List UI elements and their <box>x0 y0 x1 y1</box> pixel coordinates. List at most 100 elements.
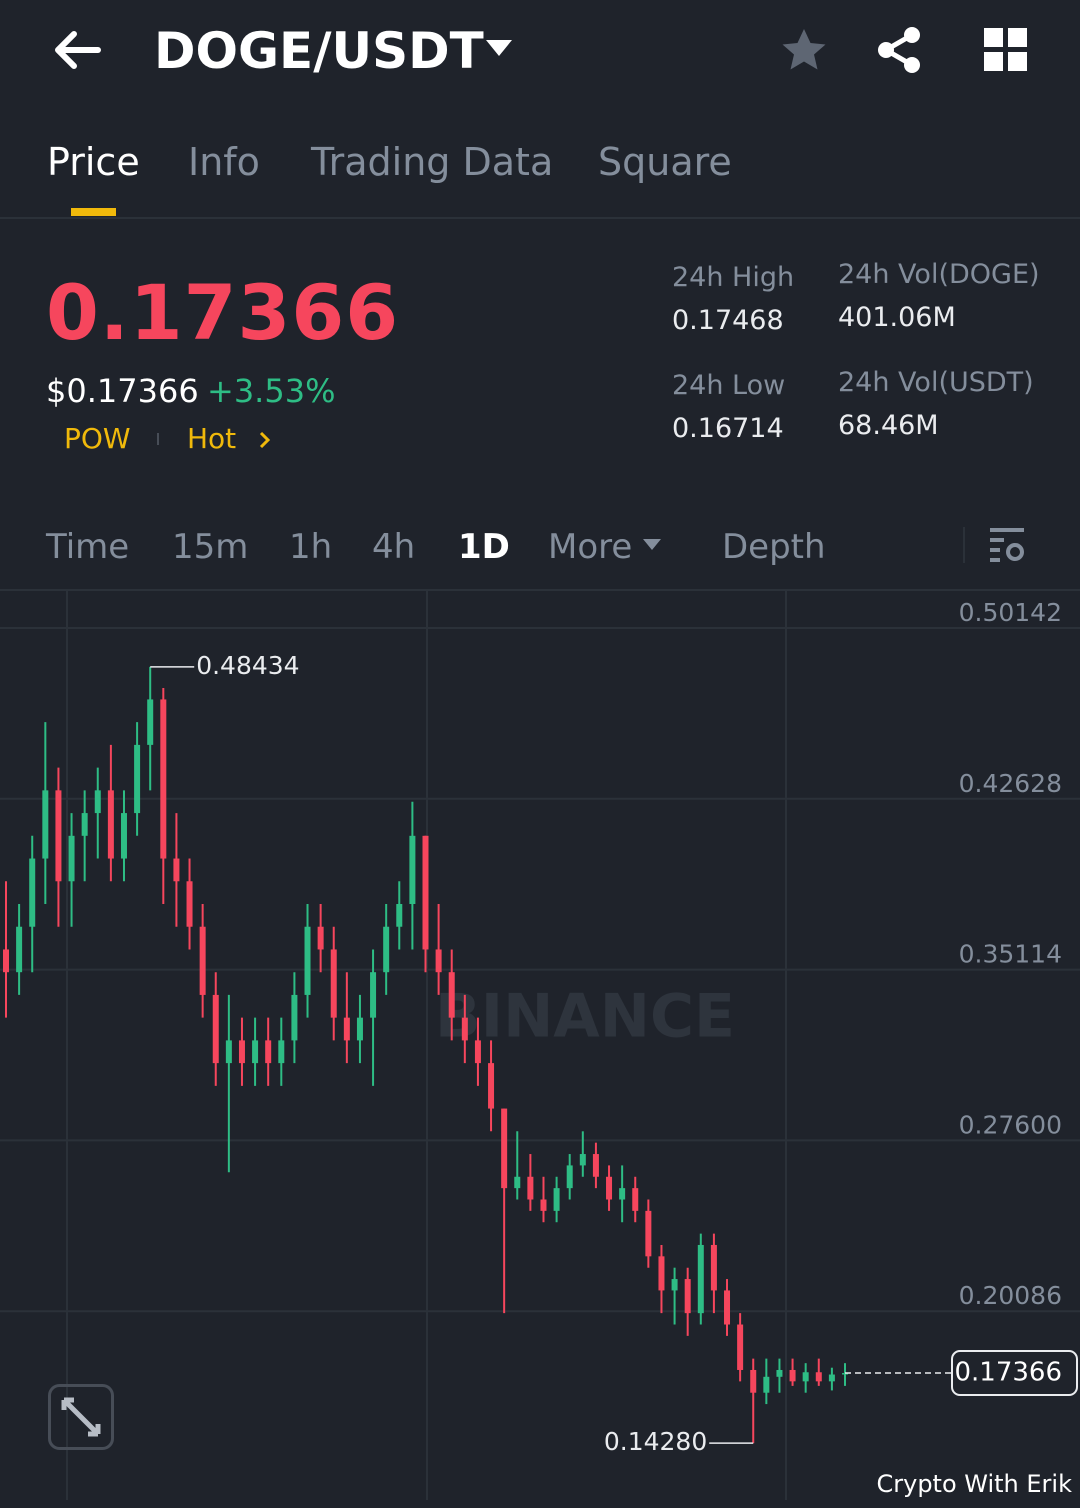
interval[interactable]: 1D <box>458 527 510 567</box>
candle-body <box>435 949 442 973</box>
candle-body <box>763 1376 770 1393</box>
candle-body <box>697 1244 704 1314</box>
tab[interactable]: Trading Data <box>311 140 554 184</box>
candle-body <box>186 881 193 927</box>
candle-body <box>724 1290 731 1325</box>
candle-body <box>212 994 219 1064</box>
candle-body <box>356 1017 363 1041</box>
stat-value: 0.17468 <box>672 305 784 336</box>
candle-body <box>147 699 154 745</box>
candle-body <box>278 1040 285 1064</box>
interval[interactable]: 4h <box>372 527 416 567</box>
interval[interactable]: 1h <box>289 527 333 567</box>
interval[interactable]: Time <box>46 527 130 567</box>
fullscreen-button[interactable] <box>48 1384 114 1450</box>
back-button[interactable] <box>50 28 102 72</box>
divider <box>0 589 1080 591</box>
divider <box>963 527 965 563</box>
pair-dropdown[interactable] <box>484 38 514 58</box>
candle-body <box>776 1369 783 1377</box>
candle-body <box>330 949 337 1018</box>
tab[interactable]: Square <box>598 140 732 184</box>
annotation-label: 0.14280 <box>604 1427 707 1456</box>
share-button[interactable] <box>876 26 924 74</box>
candle-body <box>120 813 127 859</box>
candle-body <box>199 926 206 995</box>
tab[interactable]: Price <box>47 140 140 184</box>
candle-body <box>619 1188 626 1200</box>
stat-value: 68.46M <box>838 410 939 441</box>
interval[interactable]: More <box>548 527 633 567</box>
candle-body <box>540 1199 547 1211</box>
candle-body <box>842 1373 848 1375</box>
watermark: BINANCE <box>435 982 735 1052</box>
divider <box>0 217 1080 219</box>
candle-body <box>68 835 75 882</box>
candle-body <box>383 926 390 973</box>
candle-body <box>671 1279 678 1291</box>
candle-body <box>488 1063 495 1109</box>
last-price: 0.17366 <box>46 268 400 357</box>
candle-body <box>658 1256 665 1291</box>
candle-body <box>514 1176 521 1189</box>
candle-body <box>710 1244 717 1291</box>
tag-arrow <box>259 431 271 449</box>
pair-title[interactable]: DOGE/USDT <box>154 22 484 80</box>
candle-body <box>527 1176 534 1200</box>
candle-body <box>225 1040 232 1064</box>
candle-body <box>317 926 324 950</box>
candle-body <box>94 790 101 814</box>
more-dropdown <box>643 539 661 550</box>
candle-body <box>238 1040 245 1064</box>
stat-label: 24h High <box>672 262 795 293</box>
candle-body <box>396 904 403 927</box>
candle-body <box>265 1040 272 1064</box>
candle-body <box>501 1108 508 1189</box>
candle-body <box>16 926 23 973</box>
candle-body <box>566 1165 573 1189</box>
candle-body <box>29 858 36 927</box>
candle-body <box>370 972 377 1018</box>
candle-body <box>553 1188 560 1211</box>
candle-body <box>55 790 62 882</box>
menu-button[interactable] <box>984 28 1028 72</box>
favorite-button[interactable] <box>780 26 828 74</box>
candle-body <box>789 1369 796 1382</box>
candle-body <box>134 744 141 814</box>
candle-body <box>252 1040 259 1064</box>
y-tick-label: 0.35114 <box>959 940 1062 969</box>
interval[interactable]: 15m <box>172 527 249 567</box>
tag[interactable]: Hot <box>187 422 237 455</box>
interval[interactable]: Depth <box>722 527 826 567</box>
candle-body <box>684 1279 691 1314</box>
annotation-label: 0.48434 <box>196 651 299 680</box>
price-change: +3.53% <box>207 372 336 410</box>
tag[interactable]: POW <box>64 422 131 455</box>
candle-body <box>461 1017 468 1041</box>
candle-body <box>474 1040 481 1064</box>
y-tick-label: 0.50142 <box>959 598 1062 627</box>
candle-body <box>592 1154 599 1177</box>
candle-body <box>645 1210 652 1257</box>
stat-value: 0.16714 <box>672 413 784 444</box>
candle-body <box>3 949 9 973</box>
tab-indicator <box>71 208 116 216</box>
candle-body <box>448 972 455 1018</box>
candle-body <box>422 835 429 950</box>
candle-body <box>160 699 167 859</box>
usd-price: $0.17366 <box>46 372 199 410</box>
chart-settings[interactable] <box>988 526 1028 564</box>
candle-body <box>579 1154 586 1166</box>
candle-body <box>409 835 416 905</box>
credit: Crypto With Erik <box>876 1470 1072 1498</box>
last-price-label: 0.17366 <box>954 1358 1062 1388</box>
last-price-tag <box>951 1350 1078 1397</box>
stat-label: 24h Vol(DOGE) <box>838 259 1040 290</box>
tab[interactable]: Info <box>188 140 260 184</box>
candle-body <box>815 1372 822 1382</box>
candle-body <box>750 1369 757 1393</box>
candle-body <box>173 858 180 882</box>
candle-body <box>81 813 88 836</box>
